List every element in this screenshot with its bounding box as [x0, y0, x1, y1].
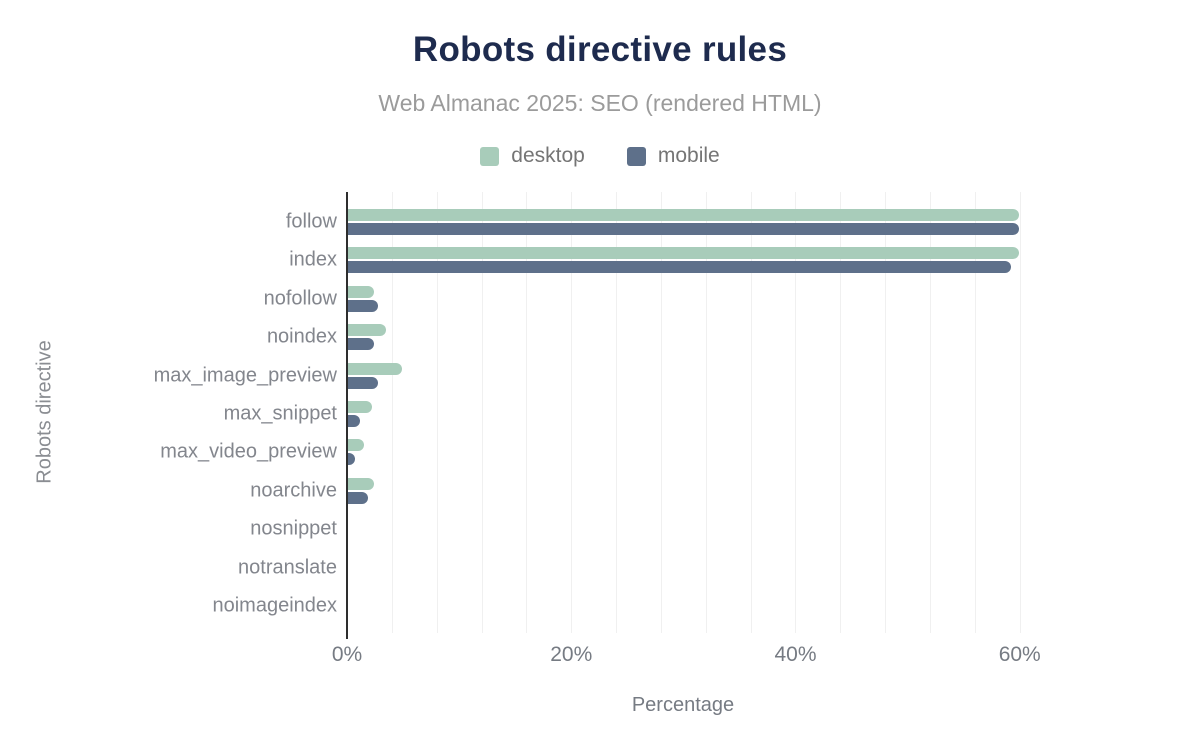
- bar-mobile-follow: [347, 223, 1019, 235]
- x-tick-label-40%: 40%: [774, 643, 817, 666]
- bar-desktop-follow: [347, 209, 1019, 221]
- bar-mobile-nofollow: [347, 299, 379, 312]
- gridline: [616, 192, 618, 633]
- bar-desktop-max_image_preview: [347, 362, 402, 375]
- legend-label: mobile: [657, 144, 720, 167]
- row-label-noindex: noindex: [266, 325, 337, 348]
- legend-swatch-desktop: [480, 146, 500, 166]
- row-label-max_image_preview: max_image_preview: [153, 364, 337, 387]
- chart-title: Robots directive rules: [412, 30, 788, 69]
- bar-mobile-max_image_preview: [347, 376, 379, 389]
- gridline: [930, 192, 932, 633]
- gridline: [436, 192, 438, 633]
- row-label-notranslate: notranslate: [238, 556, 337, 579]
- bar-desktop-max_video_preview: [347, 439, 364, 452]
- x-axis-title: Percentage: [631, 694, 735, 716]
- gridline: [1019, 192, 1021, 633]
- gridline: [526, 192, 528, 633]
- gridline: [660, 192, 662, 633]
- bar-mobile-max_snippet: [347, 415, 361, 427]
- row-label-follow: follow: [285, 210, 337, 233]
- row-label-max_snippet: max_snippet: [223, 402, 337, 425]
- gridline: [391, 192, 393, 633]
- legend-item-mobile: mobile: [626, 144, 720, 168]
- y-axis-line: [346, 192, 348, 639]
- gridline: [885, 192, 887, 633]
- row-label-max_video_preview: max_video_preview: [160, 440, 337, 463]
- legend-item-desktop: desktop: [480, 144, 585, 168]
- gridline: [705, 192, 707, 633]
- gridline: [481, 192, 483, 633]
- gridline: [840, 192, 842, 633]
- legend: desktop mobile: [0, 144, 1200, 168]
- gridline: [750, 192, 752, 633]
- row-label-nofollow: nofollow: [263, 287, 337, 310]
- legend-label: desktop: [511, 144, 585, 167]
- bar-desktop-nofollow: [347, 285, 374, 298]
- row-label-noimageindex: noimageindex: [212, 594, 337, 617]
- bar-desktop-noindex: [347, 324, 387, 337]
- bar-mobile-noindex: [347, 338, 374, 351]
- bar-mobile-noarchive: [347, 491, 369, 504]
- x-tick-label-60%: 60%: [998, 643, 1041, 666]
- x-tick-label-20%: 20%: [550, 643, 593, 666]
- plot-area: [347, 192, 1087, 633]
- gridline: [795, 192, 797, 633]
- gridline: [974, 192, 976, 633]
- bar-mobile-index: [347, 261, 1011, 274]
- gridline: [571, 192, 573, 633]
- bar-desktop-index: [347, 247, 1019, 260]
- bar-mobile-max_video_preview: [347, 453, 355, 466]
- row-label-index: index: [289, 248, 337, 271]
- chart-subtitle: Web Almanac 2025: SEO (rendered HTML): [378, 90, 822, 116]
- legend-swatch-mobile: [626, 146, 646, 166]
- row-label-noarchive: noarchive: [250, 479, 337, 502]
- x-tick-label-0%: 0%: [331, 643, 363, 666]
- bar-desktop-max_snippet: [347, 401, 372, 413]
- bar-desktop-noarchive: [347, 477, 374, 490]
- row-label-nosnippet: nosnippet: [250, 517, 337, 540]
